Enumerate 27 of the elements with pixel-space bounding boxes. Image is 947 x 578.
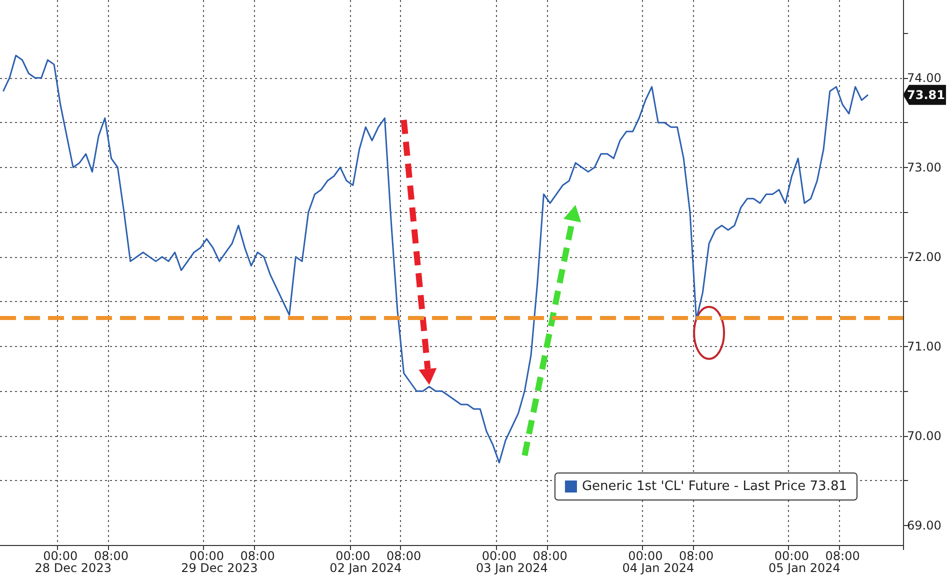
x-tick-label: 00:00: [482, 549, 516, 563]
x-tick-label: 00:00: [628, 549, 663, 563]
y-tick-label: 73.00: [907, 160, 942, 174]
x-tick-label: 00:00: [43, 549, 78, 563]
text: 28 Dec 2023: [34, 561, 112, 575]
line-series: [2, 54, 869, 464]
text: 03 Jan 2024: [476, 561, 548, 575]
text: 04 Jan 2024: [622, 561, 694, 575]
x-tick-label: 08:00: [532, 549, 568, 563]
annotation: 73.81: [907, 88, 945, 102]
y-tick-label: 74.00: [907, 70, 942, 85]
text: 02 Jan 2024: [330, 561, 402, 575]
x-tick-label: 00:00: [189, 549, 224, 563]
y-tick-label: 69.00: [907, 518, 942, 532]
x-tick-label: 08:00: [386, 549, 422, 563]
y-tick-label: 71.00: [907, 339, 942, 354]
text: 05 Jan 2024: [768, 561, 840, 575]
y-tick-label: 72.00: [907, 250, 942, 264]
y-tick-label: 70.00: [907, 428, 942, 443]
x-tick-label: 08:00: [94, 549, 129, 563]
x-tick-label: 00:00: [336, 549, 370, 563]
x-tick-label: 08:00: [679, 549, 714, 563]
legend-label: Generic 1st 'CL' Future - Last Price 73.81: [582, 479, 847, 494]
text: 29 Dec 2023: [181, 561, 258, 575]
x-tick-label: 00:00: [774, 549, 810, 563]
x-tick-label: 08:00: [825, 549, 860, 563]
x-tick-label: 08:00: [240, 549, 275, 563]
